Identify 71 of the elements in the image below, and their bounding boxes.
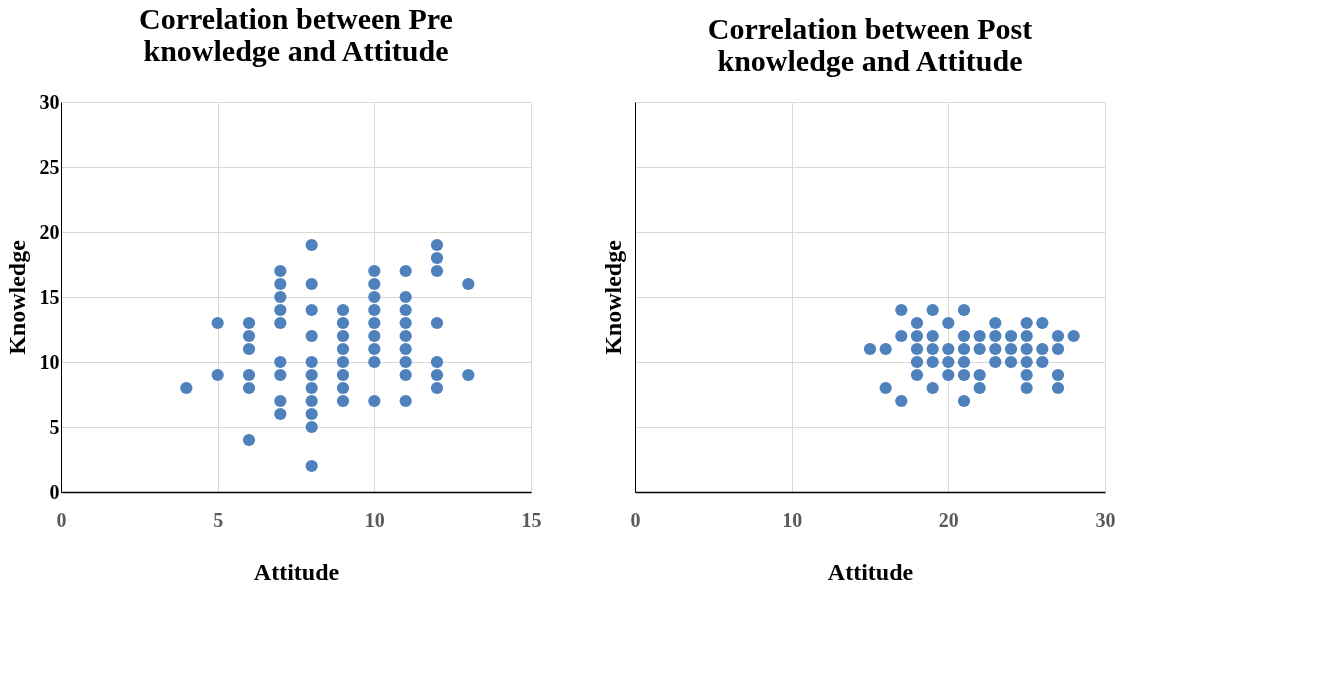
point: [1036, 342, 1049, 356]
point: [957, 303, 971, 317]
y-tick-label: 5: [49, 415, 60, 438]
point: [1020, 329, 1033, 343]
point: [1020, 381, 1033, 395]
point: [957, 394, 971, 408]
point: [910, 316, 924, 330]
y-tick-label: 25: [39, 155, 60, 178]
x-tick-label: 10: [782, 508, 803, 531]
point: [895, 394, 908, 408]
point: [957, 329, 971, 343]
point: [942, 342, 955, 356]
point: [1051, 381, 1065, 395]
point: [973, 342, 986, 356]
point: [1020, 368, 1033, 382]
point: [1004, 355, 1018, 369]
chart-title: Correlation between Post knowledge and Attitude: [707, 12, 1033, 77]
point: [957, 355, 971, 369]
x-tick-label: 5: [213, 508, 224, 531]
point: [942, 316, 955, 330]
point: [989, 355, 1002, 369]
point: [1067, 329, 1080, 343]
point: [926, 381, 939, 395]
point: [879, 381, 892, 395]
point: [989, 316, 1002, 330]
point: [957, 342, 971, 356]
point: [926, 342, 939, 356]
x-tick-label: 10: [364, 508, 385, 531]
x-tick-label: 0: [630, 508, 641, 531]
point: [926, 303, 939, 317]
x-tick-label: 20: [938, 508, 959, 531]
point: [895, 303, 908, 317]
y-tick-label: 10: [39, 350, 60, 373]
point: [910, 368, 924, 382]
point: [973, 368, 986, 382]
point: [1051, 329, 1065, 343]
point: [879, 342, 892, 356]
point: [942, 368, 955, 382]
point: [926, 329, 939, 343]
y-tick-label: 20: [39, 220, 60, 243]
point: [1020, 316, 1033, 330]
point: [973, 381, 986, 395]
point: [926, 355, 939, 369]
point: [1004, 329, 1018, 343]
point: [1020, 355, 1033, 369]
point: [895, 329, 908, 343]
y-axis-title: Knowledge: [599, 239, 626, 355]
x-axis-title: Attitude: [253, 558, 340, 585]
point: [910, 355, 924, 369]
point: [1004, 342, 1018, 356]
point: [910, 342, 924, 356]
y-tick-label: 30: [39, 90, 60, 113]
point: [863, 342, 877, 356]
y-tick-label: 15: [39, 285, 60, 308]
x-axis-title: Attitude: [827, 558, 914, 585]
point: [910, 329, 924, 343]
point: [1051, 342, 1065, 356]
point: [1051, 368, 1065, 382]
y-axis-title: Knowledge: [3, 239, 30, 355]
point: [1020, 342, 1033, 356]
x-tick-label: 15: [521, 508, 542, 531]
point: [1036, 316, 1049, 330]
point: [989, 329, 1002, 343]
point: [1036, 355, 1049, 369]
point: [957, 368, 971, 382]
point: [973, 329, 986, 343]
x-tick-label: 30: [1095, 508, 1116, 531]
point: [942, 355, 955, 369]
point: [989, 342, 1002, 356]
chart-title: Correlation between Pre knowledge and Attitude: [139, 2, 453, 67]
y-tick-label: 0: [49, 480, 60, 503]
